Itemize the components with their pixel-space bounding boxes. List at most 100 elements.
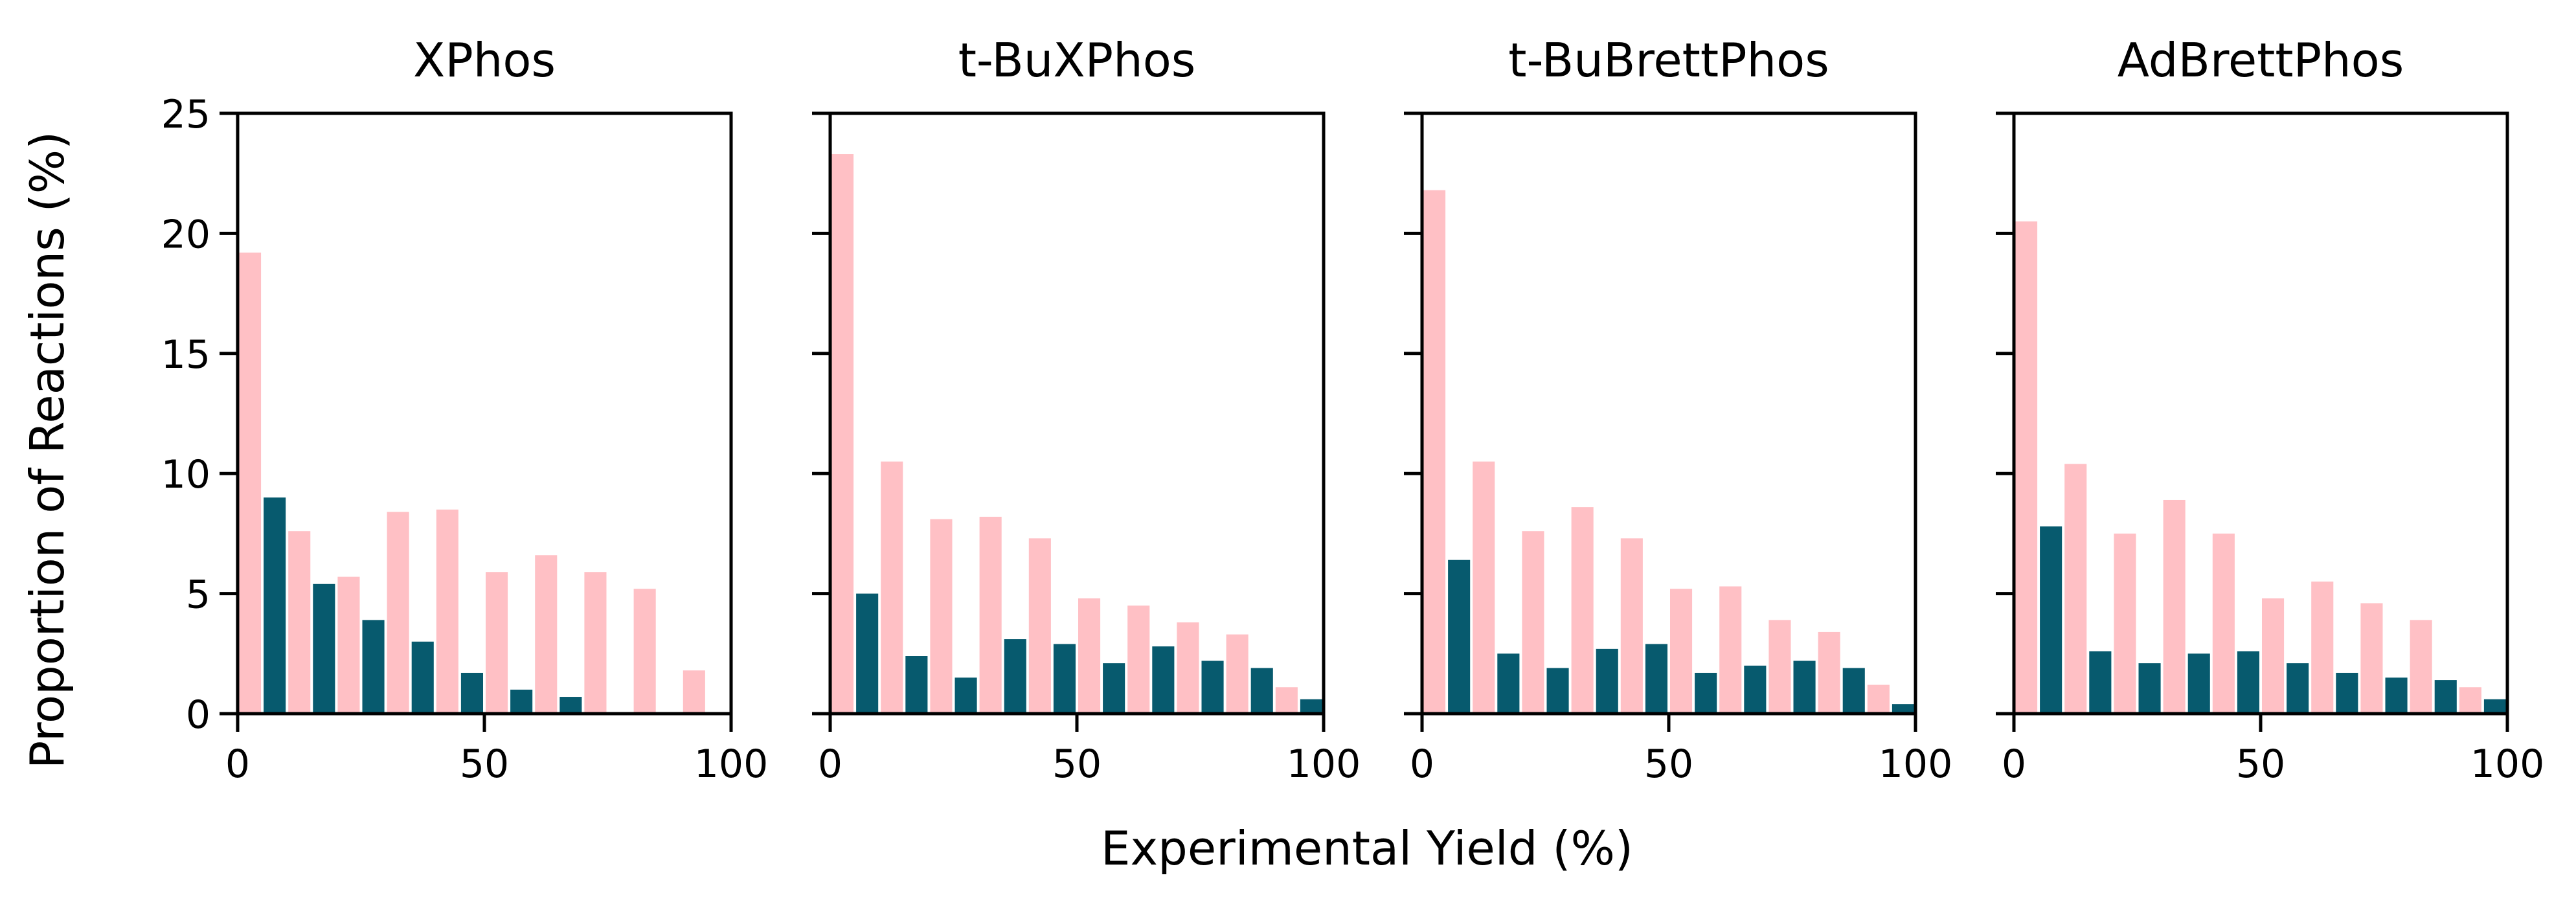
panel-title: t-BuXPhos bbox=[958, 33, 1196, 87]
x-tick-label: 0 bbox=[1410, 742, 1434, 787]
x-tick-label: 50 bbox=[1052, 742, 1102, 787]
bar-series-0 bbox=[2015, 221, 2038, 714]
panel-0: XPhos 0 5 10 15 20 25 0 50 100 bbox=[161, 33, 769, 787]
bar-series-1 bbox=[2336, 672, 2358, 714]
y-tick-label: 0 bbox=[186, 692, 210, 738]
bar-series-1 bbox=[2040, 526, 2062, 714]
bar-series-0 bbox=[2262, 598, 2285, 714]
bar-series-0 bbox=[1423, 190, 1446, 714]
bar-series-0 bbox=[1620, 538, 1643, 714]
bar-series-0 bbox=[288, 531, 311, 714]
bar-series-0 bbox=[1127, 606, 1150, 714]
panel-title: XPhos bbox=[413, 33, 556, 87]
panel-3: AdBrettPhos 0 50 100 bbox=[1996, 33, 2544, 787]
bar-series-0 bbox=[1670, 589, 1693, 714]
bar-series-1 bbox=[1546, 668, 1569, 714]
bar-series-0 bbox=[1226, 634, 1248, 714]
bar-series-0 bbox=[831, 154, 854, 714]
bar-series-1 bbox=[2434, 680, 2457, 714]
figure-xlabel: Experimental Yield (%) bbox=[1101, 821, 1633, 876]
bar-series-1 bbox=[1053, 644, 1076, 714]
bar-series-0 bbox=[2459, 687, 2481, 714]
bar-series-1 bbox=[2385, 677, 2408, 714]
bar-series-0 bbox=[1867, 685, 1890, 714]
bar-series-1 bbox=[905, 656, 928, 714]
bar-series-1 bbox=[2237, 651, 2259, 714]
bar-series-0 bbox=[2114, 533, 2136, 714]
bar-series-0 bbox=[1719, 586, 1742, 714]
bar-series-1 bbox=[559, 697, 582, 714]
bar-series-1 bbox=[1842, 668, 1865, 714]
bar-series-1 bbox=[2187, 653, 2210, 714]
bar-series-1 bbox=[1695, 672, 1717, 714]
plot-frame bbox=[828, 111, 1326, 716]
bar-series-0 bbox=[2410, 620, 2432, 714]
panel-title: t-BuBrettPhos bbox=[1508, 33, 1829, 87]
bar-series-0 bbox=[2311, 582, 2334, 714]
bar-series-0 bbox=[239, 253, 262, 714]
bar-series-0 bbox=[979, 516, 1002, 714]
bar-series-0 bbox=[2163, 499, 2186, 714]
plot-frame bbox=[1420, 111, 1917, 716]
bar-series-1 bbox=[1497, 653, 1520, 714]
bar-series-1 bbox=[313, 583, 335, 714]
plot-frame bbox=[236, 111, 733, 716]
bar-series-1 bbox=[264, 497, 286, 714]
x-tick-label: 50 bbox=[460, 742, 509, 787]
y-tick-label: 25 bbox=[161, 92, 210, 137]
y-tick-label: 5 bbox=[186, 572, 210, 618]
x-tick-label: 100 bbox=[694, 742, 769, 787]
bar-series-1 bbox=[460, 672, 483, 714]
y-tick-label: 15 bbox=[161, 332, 210, 378]
bar-series-1 bbox=[1300, 699, 1322, 714]
x-tick-label: 100 bbox=[2470, 742, 2545, 787]
bar-series-0 bbox=[1028, 538, 1051, 714]
bar-series-0 bbox=[1768, 620, 1791, 714]
y-tick-label: 20 bbox=[161, 212, 210, 257]
bar-series-1 bbox=[510, 689, 533, 714]
bar-series-1 bbox=[2287, 663, 2309, 714]
x-tick-label: 100 bbox=[1879, 742, 1953, 787]
bar-series-1 bbox=[2483, 699, 2506, 714]
x-tick-label: 50 bbox=[2236, 742, 2285, 787]
bar-series-0 bbox=[1177, 622, 1199, 714]
bar-series-0 bbox=[1522, 531, 1544, 714]
bar-series-0 bbox=[2064, 464, 2087, 714]
bar-series-1 bbox=[1201, 661, 1224, 714]
bar-series-1 bbox=[1645, 644, 1667, 714]
panel-2: t-BuBrettPhos 0 50 100 bbox=[1404, 33, 1952, 787]
bar-series-1 bbox=[1004, 639, 1026, 714]
bar-series-1 bbox=[1103, 663, 1125, 714]
bar-series-0 bbox=[2360, 603, 2383, 714]
bar-series-0 bbox=[1473, 461, 1495, 714]
bar-series-1 bbox=[1152, 646, 1175, 714]
x-tick-label: 0 bbox=[2002, 742, 2026, 787]
bar-series-0 bbox=[486, 572, 508, 714]
y-tick-label: 10 bbox=[161, 452, 210, 497]
panel-title: AdBrettPhos bbox=[2118, 33, 2404, 87]
bar-series-0 bbox=[436, 509, 458, 714]
panel-1: t-BuXPhos 0 50 100 bbox=[812, 33, 1361, 787]
x-tick-label: 100 bbox=[1287, 742, 1361, 787]
bar-series-1 bbox=[2138, 663, 2161, 714]
bar-series-0 bbox=[1275, 687, 1298, 714]
bar-series-0 bbox=[1571, 507, 1594, 714]
bar-series-0 bbox=[535, 555, 558, 714]
bar-series-1 bbox=[1793, 661, 1816, 714]
bar-series-0 bbox=[881, 461, 903, 714]
bar-series-0 bbox=[337, 576, 360, 714]
x-tick-label: 0 bbox=[818, 742, 842, 787]
bar-series-0 bbox=[2212, 533, 2235, 714]
bar-series-1 bbox=[2089, 651, 2112, 714]
bar-series-1 bbox=[955, 677, 977, 714]
bar-series-1 bbox=[1892, 704, 1914, 714]
bar-series-0 bbox=[633, 589, 656, 714]
bar-series-0 bbox=[387, 512, 409, 714]
bar-series-0 bbox=[584, 572, 607, 714]
bar-series-1 bbox=[362, 620, 385, 714]
x-tick-label: 0 bbox=[225, 742, 250, 787]
plot-frame bbox=[2012, 111, 2509, 716]
x-tick-label: 50 bbox=[1644, 742, 1693, 787]
